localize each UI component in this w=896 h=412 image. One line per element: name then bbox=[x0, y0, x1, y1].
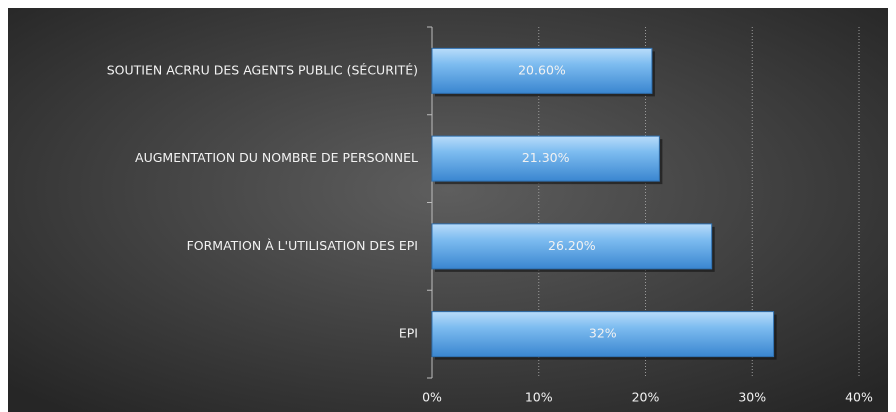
x-tick-label: 10% bbox=[525, 390, 553, 405]
bar bbox=[431, 223, 713, 270]
data-label: 26.20% bbox=[548, 238, 596, 253]
y-tick-label: FORMATION À L'UTILISATION DES EPI bbox=[187, 238, 418, 253]
data-label: 21.30% bbox=[522, 150, 570, 165]
x-tick-label: 20% bbox=[632, 390, 660, 405]
data-label: 20.60% bbox=[518, 62, 566, 77]
bar bbox=[431, 47, 653, 94]
x-tick-label: 30% bbox=[738, 390, 766, 405]
x-tick-label: 0% bbox=[422, 390, 442, 405]
y-tick-label: EPI bbox=[399, 326, 418, 341]
y-tick-label: AUGMENTATION DU NOMBRE DE PERSONNEL bbox=[135, 150, 418, 165]
y-tick-label: SOUTIEN ACRRU DES AGENTS PUBLIC (SÉCURIT… bbox=[107, 62, 418, 77]
x-tick-label: 40% bbox=[845, 390, 873, 405]
bar bbox=[431, 135, 660, 182]
bar bbox=[431, 311, 775, 358]
data-label: 32% bbox=[589, 326, 617, 341]
